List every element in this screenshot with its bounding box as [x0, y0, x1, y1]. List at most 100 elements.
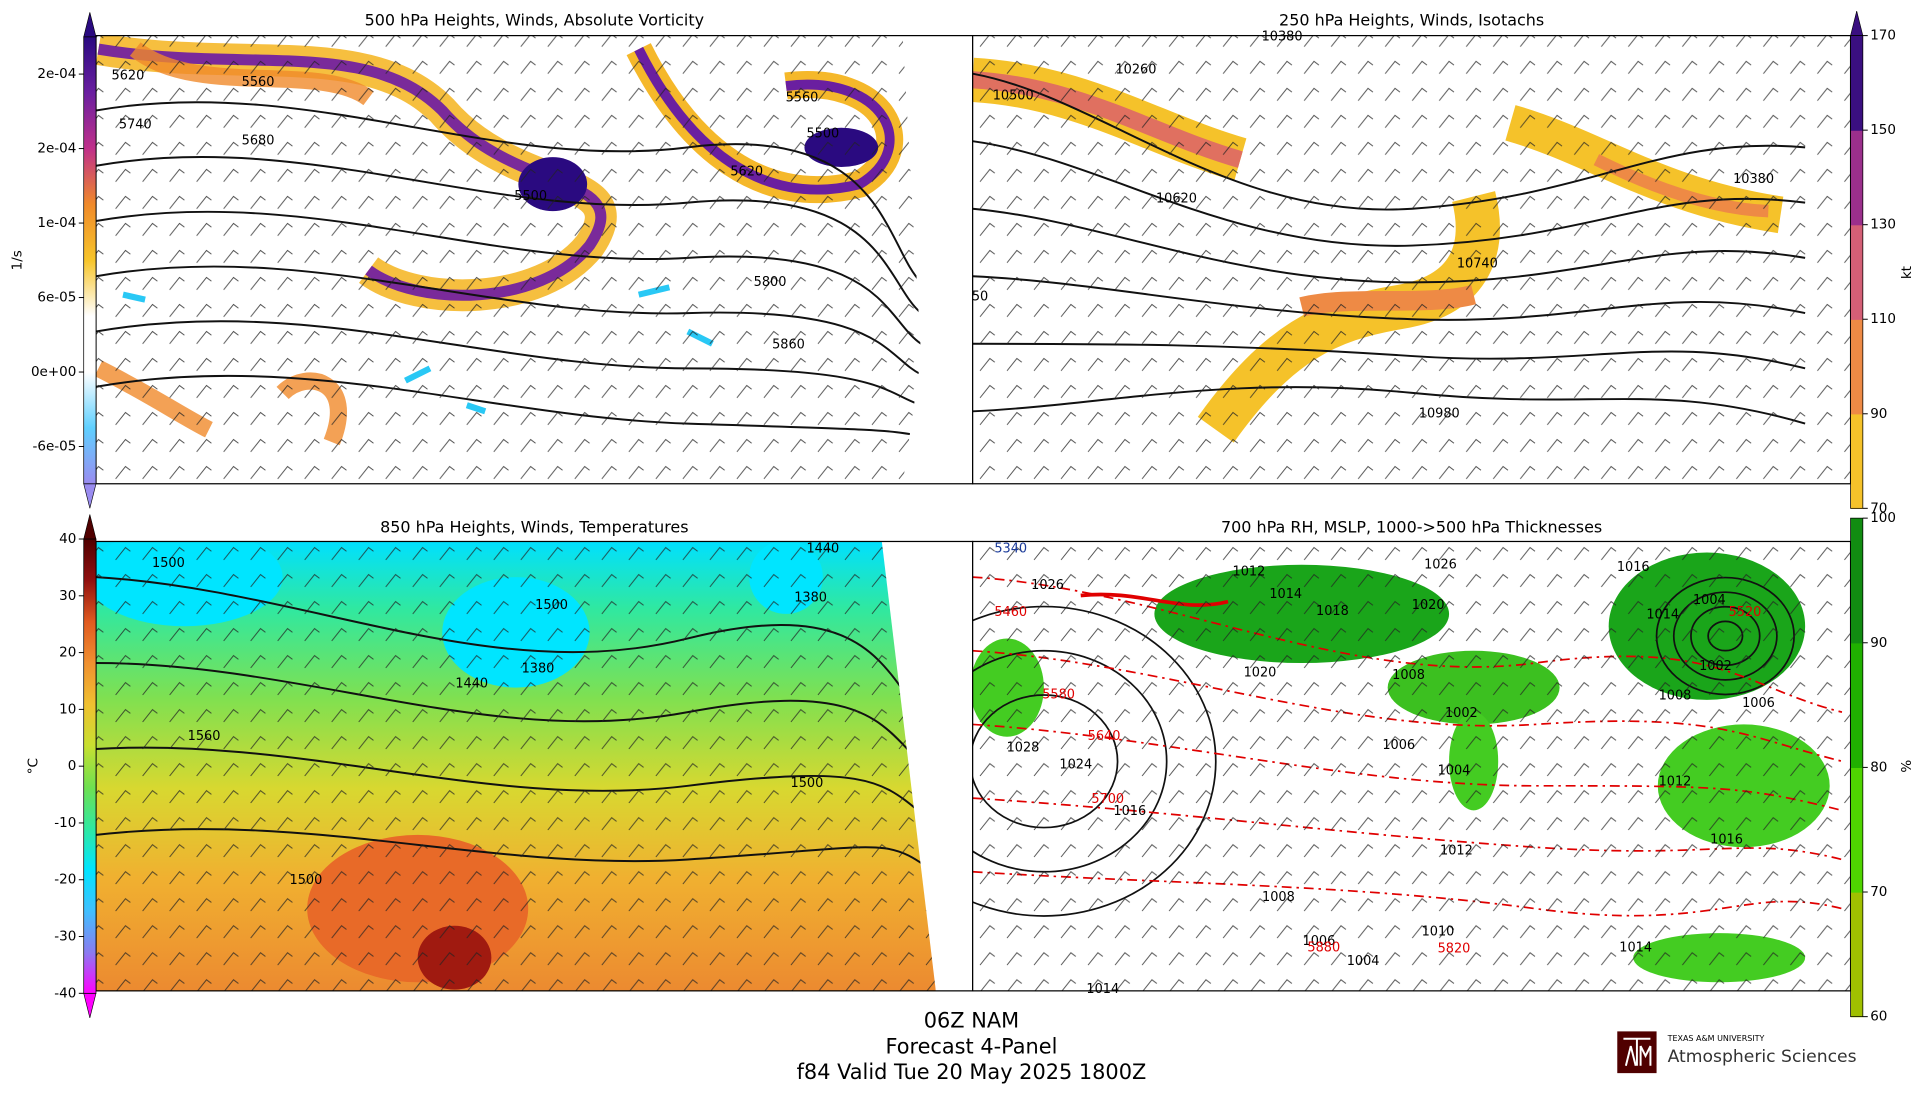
contour-label: 1026	[1031, 578, 1064, 593]
contour-label: 1004	[1347, 954, 1380, 969]
contour-label: 1004	[1438, 764, 1471, 779]
colorbar-tick-label: 40	[59, 531, 76, 547]
contour-label: 1014	[1619, 940, 1652, 955]
colorbar-extend	[1850, 10, 1864, 36]
contour-label: 5800	[754, 275, 787, 290]
footer-valid: f84 Valid Tue 20 May 2025 1800Z	[797, 1060, 1147, 1084]
colorbar-segment	[1850, 35, 1863, 131]
contour-label: 5640	[1088, 729, 1121, 744]
colorbar-frame	[1850, 35, 1864, 509]
logo-university: TEXAS A&M UNIVERSITY	[1667, 1034, 1765, 1043]
contour-label: 1016	[1710, 832, 1743, 847]
contour-label: 1012	[1233, 565, 1266, 580]
contour-label: 50	[972, 290, 988, 305]
colorbar-segment	[1850, 224, 1863, 320]
contour-label: 1014	[1086, 982, 1119, 997]
colorbar-tick-label: 170	[1870, 28, 1896, 44]
colorbar-tick-label: 10	[59, 701, 76, 717]
colorbar-tick-label: 2e-04	[37, 141, 76, 157]
contour-label: 1500	[791, 776, 824, 791]
colorbar-tick-label: 150	[1870, 122, 1896, 138]
contour-label: 10380	[1262, 29, 1303, 44]
colorbar-tick-label: 90	[1870, 406, 1887, 422]
contour-label: 5460	[994, 605, 1027, 620]
contour-label: 1014	[1646, 608, 1679, 623]
contour-label: 5700	[1091, 792, 1124, 807]
colorbar-tick-label: -10	[54, 815, 76, 831]
contour-label: 5620	[730, 164, 763, 179]
colorbar-segment	[1850, 319, 1863, 415]
panel-title: 500 hPa Heights, Winds, Absolute Vortici…	[365, 10, 704, 29]
wind-barbs	[972, 35, 1851, 484]
contour-label: 1016	[1113, 804, 1146, 819]
map-panel	[95, 35, 922, 484]
colorbar-segment	[1850, 518, 1863, 644]
contour-label: 1020	[1244, 665, 1277, 680]
colorbar-extend	[83, 12, 97, 38]
colorbar-gradient-bar	[83, 36, 96, 484]
contour-label: 10620	[1156, 191, 1197, 206]
contour-label: 5500	[514, 189, 547, 204]
footer-model: 06Z NAM	[924, 1009, 1019, 1033]
contour-label: 1008	[1659, 689, 1692, 704]
contour-label: 1440	[455, 676, 488, 691]
colorbar-segment	[1850, 413, 1863, 509]
contour-label: 1560	[188, 729, 221, 744]
contour-label: 10980	[1419, 406, 1460, 421]
contour-label: 1012	[1659, 775, 1692, 790]
contour-label: 10380	[1733, 172, 1774, 187]
colorbar-tick-label: 0	[68, 758, 77, 774]
contour-label: 5680	[242, 134, 275, 149]
colorbar-tick-label: -30	[54, 929, 76, 945]
map-panel	[972, 35, 1851, 484]
colorbar-tick-label: 30	[59, 588, 76, 604]
panel-title: 250 hPa Heights, Winds, Isotachs	[1279, 10, 1544, 29]
contour-label: 5340	[994, 541, 1027, 556]
colorbar-extend	[83, 993, 97, 1018]
colorbar-frame	[83, 36, 97, 485]
colorbar-extend	[83, 483, 97, 509]
colorbar-segment	[1850, 130, 1863, 226]
contour-label: 1004	[1693, 593, 1726, 608]
colorbar-tick-label: 110	[1870, 311, 1896, 327]
colorbar-label: °C	[25, 758, 41, 774]
contour-label: 1008	[1262, 890, 1295, 905]
contour-label: 1002	[1699, 659, 1732, 674]
contour-label: 1500	[290, 873, 323, 888]
wind-barbs	[95, 35, 922, 484]
contour-label: 5880	[1307, 940, 1340, 955]
contour-label: 5740	[119, 118, 152, 133]
contour-label: 1500	[152, 556, 185, 571]
colorbar-segment	[1850, 767, 1863, 893]
map-panel	[972, 541, 1851, 991]
contour-label: 1014	[1269, 587, 1302, 602]
wind-barbs	[95, 541, 936, 991]
colorbar-segment	[1850, 642, 1863, 769]
colorbar-tick-label: 1e-04	[37, 215, 76, 231]
contour-label: 5820	[1438, 942, 1471, 957]
contour-label: 10260	[1115, 62, 1156, 77]
panel-title: 700 hPa RH, MSLP, 1000->500 hPa Thicknes…	[1221, 517, 1602, 536]
map-panel	[95, 541, 936, 991]
contour-label: 5500	[806, 126, 839, 141]
contour-label: 10500	[993, 88, 1034, 103]
contour-label: 1008	[1392, 668, 1425, 683]
colorbar-label: 1/s	[9, 250, 25, 270]
colorbar-tick-label: -20	[54, 872, 76, 888]
contour-label: 1018	[1316, 604, 1349, 619]
contour-label: 10740	[1457, 256, 1498, 271]
colorbar-tick-label: 130	[1870, 217, 1896, 233]
contour-label: 5520	[1729, 605, 1762, 620]
colorbar-label: kt	[1899, 266, 1915, 279]
contour-label: 5860	[772, 338, 805, 353]
logo-glyph	[1623, 1037, 1652, 1066]
colorbar-tick-label: 20	[59, 645, 76, 661]
colorbar-extend	[83, 514, 97, 540]
contour-label: 5560	[786, 91, 819, 106]
contour-label: 1380	[794, 590, 827, 605]
panel-title: 850 hPa Heights, Winds, Temperatures	[380, 517, 688, 536]
logo-department: Atmospheric Sciences	[1668, 1047, 1857, 1067]
contour-label: 1006	[1382, 738, 1415, 753]
